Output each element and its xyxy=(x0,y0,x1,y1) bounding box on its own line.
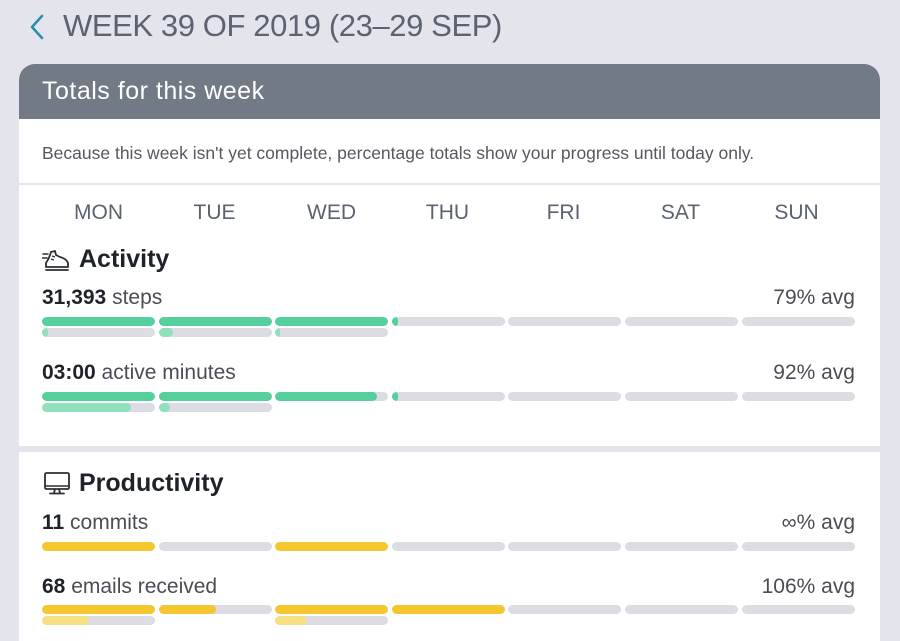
progress-fill xyxy=(392,392,398,401)
secondary-progress-bar xyxy=(275,328,388,337)
progress-fill xyxy=(42,392,155,401)
progress-bar xyxy=(275,317,388,326)
steps-avg: 79% avg xyxy=(773,286,855,309)
active-minutes-value: 03:00 xyxy=(42,361,96,384)
progress-bar xyxy=(159,317,272,326)
steps-metric[interactable]: 31,393 steps 79% avg xyxy=(42,286,855,314)
secondary-progress-bar xyxy=(159,328,272,337)
running-shoe-icon xyxy=(42,250,69,271)
progress-bar xyxy=(508,605,621,614)
progress-bar xyxy=(625,317,738,326)
progress-bar xyxy=(625,392,738,401)
day-label-wed: WED xyxy=(307,201,356,224)
progress-bar xyxy=(42,605,155,614)
secondary-progress-fill xyxy=(42,403,132,412)
secondary-progress-bar xyxy=(42,403,155,412)
progress-bar xyxy=(392,392,505,401)
progress-bar xyxy=(159,605,272,614)
secondary-progress-bar xyxy=(159,403,272,412)
activity-section-label: Activity xyxy=(79,244,170,273)
active-minutes-metric[interactable]: 03:00 active minutes 92% avg xyxy=(42,361,855,389)
progress-fill xyxy=(42,542,155,551)
secondary-progress-fill xyxy=(159,328,173,337)
progress-fill xyxy=(159,605,216,614)
emails-avg: 106% avg xyxy=(761,575,855,598)
progress-bar xyxy=(42,317,155,326)
progress-fill xyxy=(42,605,155,614)
progress-bar xyxy=(508,392,621,401)
emails-value: 68 xyxy=(42,575,66,598)
steps-value: 31,393 xyxy=(42,286,107,309)
day-label-sat: SAT xyxy=(660,201,701,224)
day-label-mon: MON xyxy=(74,201,123,224)
progress-fill xyxy=(392,605,505,614)
commits-bars xyxy=(42,542,855,562)
secondary-progress-bar xyxy=(42,616,155,625)
day-label-tue: TUE xyxy=(193,201,236,224)
secondary-progress-bar xyxy=(275,616,388,625)
secondary-progress-fill xyxy=(275,328,280,337)
progress-bar xyxy=(742,317,855,326)
progress-bar xyxy=(275,542,388,551)
chevron-left-icon[interactable] xyxy=(26,12,50,42)
steps-bars xyxy=(42,317,855,337)
commits-unit: commits xyxy=(64,511,149,534)
page-header: WEEK 39 OF 2019 (23–29 SEP) xyxy=(0,0,900,56)
progress-bar xyxy=(508,542,621,551)
progress-bar xyxy=(42,392,155,401)
steps-unit: steps xyxy=(106,286,163,309)
progress-bar xyxy=(392,317,505,326)
secondary-progress-bar xyxy=(42,328,155,337)
secondary-progress-fill xyxy=(42,328,48,337)
day-label-fri: FRI xyxy=(546,201,581,224)
progress-fill xyxy=(275,392,377,401)
progress-bar xyxy=(159,542,272,551)
progress-bar xyxy=(275,392,388,401)
secondary-progress-fill xyxy=(275,616,307,625)
progress-bar xyxy=(392,605,505,614)
progress-fill xyxy=(275,317,388,326)
progress-bar xyxy=(625,605,738,614)
progress-notice: Because this week isn't yet complete, pe… xyxy=(19,119,880,185)
progress-bar xyxy=(275,605,388,614)
productivity-card: Productivity 11 commits ∞% avg 68 emails… xyxy=(19,452,880,641)
productivity-section-label: Productivity xyxy=(79,468,224,497)
emails-unit: emails received xyxy=(65,575,218,598)
productivity-section-title: Productivity xyxy=(42,465,223,501)
commits-value: 11 xyxy=(42,511,65,534)
progress-bar xyxy=(508,317,621,326)
progress-bar xyxy=(742,392,855,401)
emails-metric[interactable]: 68 emails received 106% avg xyxy=(42,575,855,603)
weekday-header: MON TUE WED THU FRI SAT SUN xyxy=(19,201,880,231)
active-minutes-unit: active minutes xyxy=(95,361,236,384)
totals-heading: Totals for this week xyxy=(19,64,880,119)
progress-fill xyxy=(159,317,272,326)
secondary-progress-fill xyxy=(42,616,90,625)
progress-bar xyxy=(159,392,272,401)
day-label-sun: SUN xyxy=(774,201,819,224)
totals-card: Totals for this week Because this week i… xyxy=(19,64,880,446)
progress-fill xyxy=(42,317,155,326)
progress-bar xyxy=(42,542,155,551)
progress-fill xyxy=(275,605,388,614)
progress-bar xyxy=(742,542,855,551)
progress-fill xyxy=(392,317,398,326)
commits-metric[interactable]: 11 commits ∞% avg xyxy=(42,511,855,539)
progress-fill xyxy=(275,542,388,551)
computer-monitor-icon xyxy=(44,472,70,495)
active-minutes-bars xyxy=(42,392,855,412)
day-label-thu: THU xyxy=(425,201,470,224)
progress-bar xyxy=(742,605,855,614)
emails-bars xyxy=(42,605,855,625)
commits-avg: ∞% avg xyxy=(781,511,855,534)
progress-fill xyxy=(159,392,272,401)
secondary-progress-fill xyxy=(159,403,171,412)
activity-section-title: Activity xyxy=(42,241,169,277)
page-title: WEEK 39 OF 2019 (23–29 SEP) xyxy=(63,8,502,43)
progress-bar xyxy=(392,542,505,551)
progress-bar xyxy=(625,542,738,551)
active-minutes-avg: 92% avg xyxy=(773,361,855,384)
